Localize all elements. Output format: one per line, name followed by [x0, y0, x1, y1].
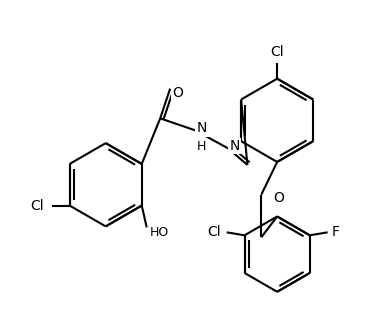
- Text: N: N: [230, 139, 240, 153]
- Text: F: F: [332, 225, 340, 239]
- Text: O: O: [273, 191, 284, 205]
- Text: H: H: [197, 140, 206, 153]
- Text: N: N: [197, 121, 207, 135]
- Text: Cl: Cl: [30, 198, 44, 213]
- Text: Cl: Cl: [270, 45, 284, 59]
- Text: O: O: [172, 86, 183, 100]
- Text: Cl: Cl: [207, 225, 221, 239]
- Text: HO: HO: [150, 226, 169, 239]
